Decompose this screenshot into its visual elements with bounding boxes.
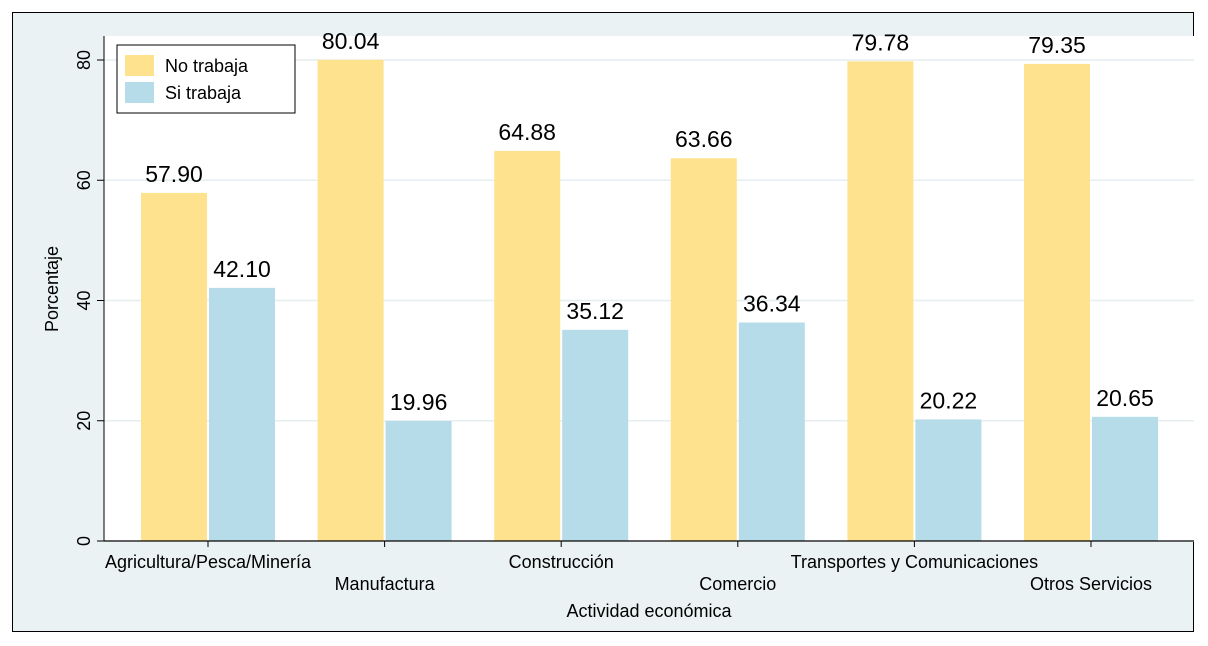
legend-swatch bbox=[125, 82, 154, 103]
x-axis-title: Actividad económica bbox=[566, 601, 732, 621]
data-label: 57.90 bbox=[145, 161, 203, 187]
data-label: 79.78 bbox=[852, 29, 910, 55]
data-label: 20.65 bbox=[1096, 385, 1154, 411]
bar-si-trabaja bbox=[738, 322, 805, 541]
x-category-label: Comercio bbox=[699, 574, 776, 594]
x-category-label: Construcción bbox=[509, 552, 614, 572]
data-label: 63.66 bbox=[675, 126, 733, 152]
y-tick-label: 20 bbox=[74, 411, 94, 431]
x-category-label: Otros Servicios bbox=[1030, 574, 1152, 594]
data-label: 42.10 bbox=[213, 256, 271, 282]
legend-label: Si trabaja bbox=[165, 83, 242, 103]
legend-label: No trabaja bbox=[165, 56, 249, 76]
y-tick-label: 60 bbox=[74, 170, 94, 190]
bar-si-trabaja bbox=[1092, 416, 1158, 541]
data-label: 80.04 bbox=[322, 28, 380, 54]
y-tick-label: 0 bbox=[74, 536, 94, 546]
y-tick-label: 80 bbox=[74, 50, 94, 70]
gridlines bbox=[104, 59, 1194, 422]
data-label: 19.96 bbox=[390, 389, 448, 415]
data-label: 79.35 bbox=[1028, 32, 1086, 58]
data-label: 64.88 bbox=[498, 119, 556, 145]
y-axis-title: Porcentaje bbox=[42, 246, 62, 332]
bar-no-trabaja bbox=[317, 59, 384, 542]
bar-si-trabaja bbox=[562, 329, 629, 541]
data-label: 36.34 bbox=[743, 291, 801, 317]
bar-si-trabaja bbox=[209, 287, 275, 541]
x-category-label: Transportes y Comunicaciones bbox=[791, 552, 1038, 572]
x-category-label: Manufactura bbox=[335, 574, 436, 594]
legend-swatch bbox=[125, 55, 154, 76]
y-tick-label: 40 bbox=[74, 290, 94, 310]
bar-no-trabaja bbox=[494, 150, 561, 541]
bars-group: 57.90 42.10 80.04 19.96 64.88 35.12 63.66 36.34… bbox=[141, 28, 1158, 542]
x-axis: Agricultura/Pesca/Minería Manufactura Cons… bbox=[104, 540, 1194, 594]
data-label: 20.22 bbox=[920, 387, 978, 413]
bar-no-trabaja bbox=[847, 61, 914, 541]
bar-si-trabaja bbox=[385, 420, 452, 541]
bar-si-trabaja bbox=[915, 419, 982, 541]
bar-no-trabaja bbox=[141, 192, 207, 541]
bar-no-trabaja bbox=[670, 158, 737, 541]
x-category-label: Agricultura/Pesca/Minería bbox=[105, 552, 312, 572]
y-axis: 0 20 40 60 80 bbox=[74, 36, 105, 546]
legend: No trabaja Si trabaja bbox=[116, 44, 296, 114]
data-label: 35.12 bbox=[566, 298, 624, 324]
bar-no-trabaja bbox=[1024, 63, 1090, 541]
plot-area bbox=[104, 36, 1194, 542]
